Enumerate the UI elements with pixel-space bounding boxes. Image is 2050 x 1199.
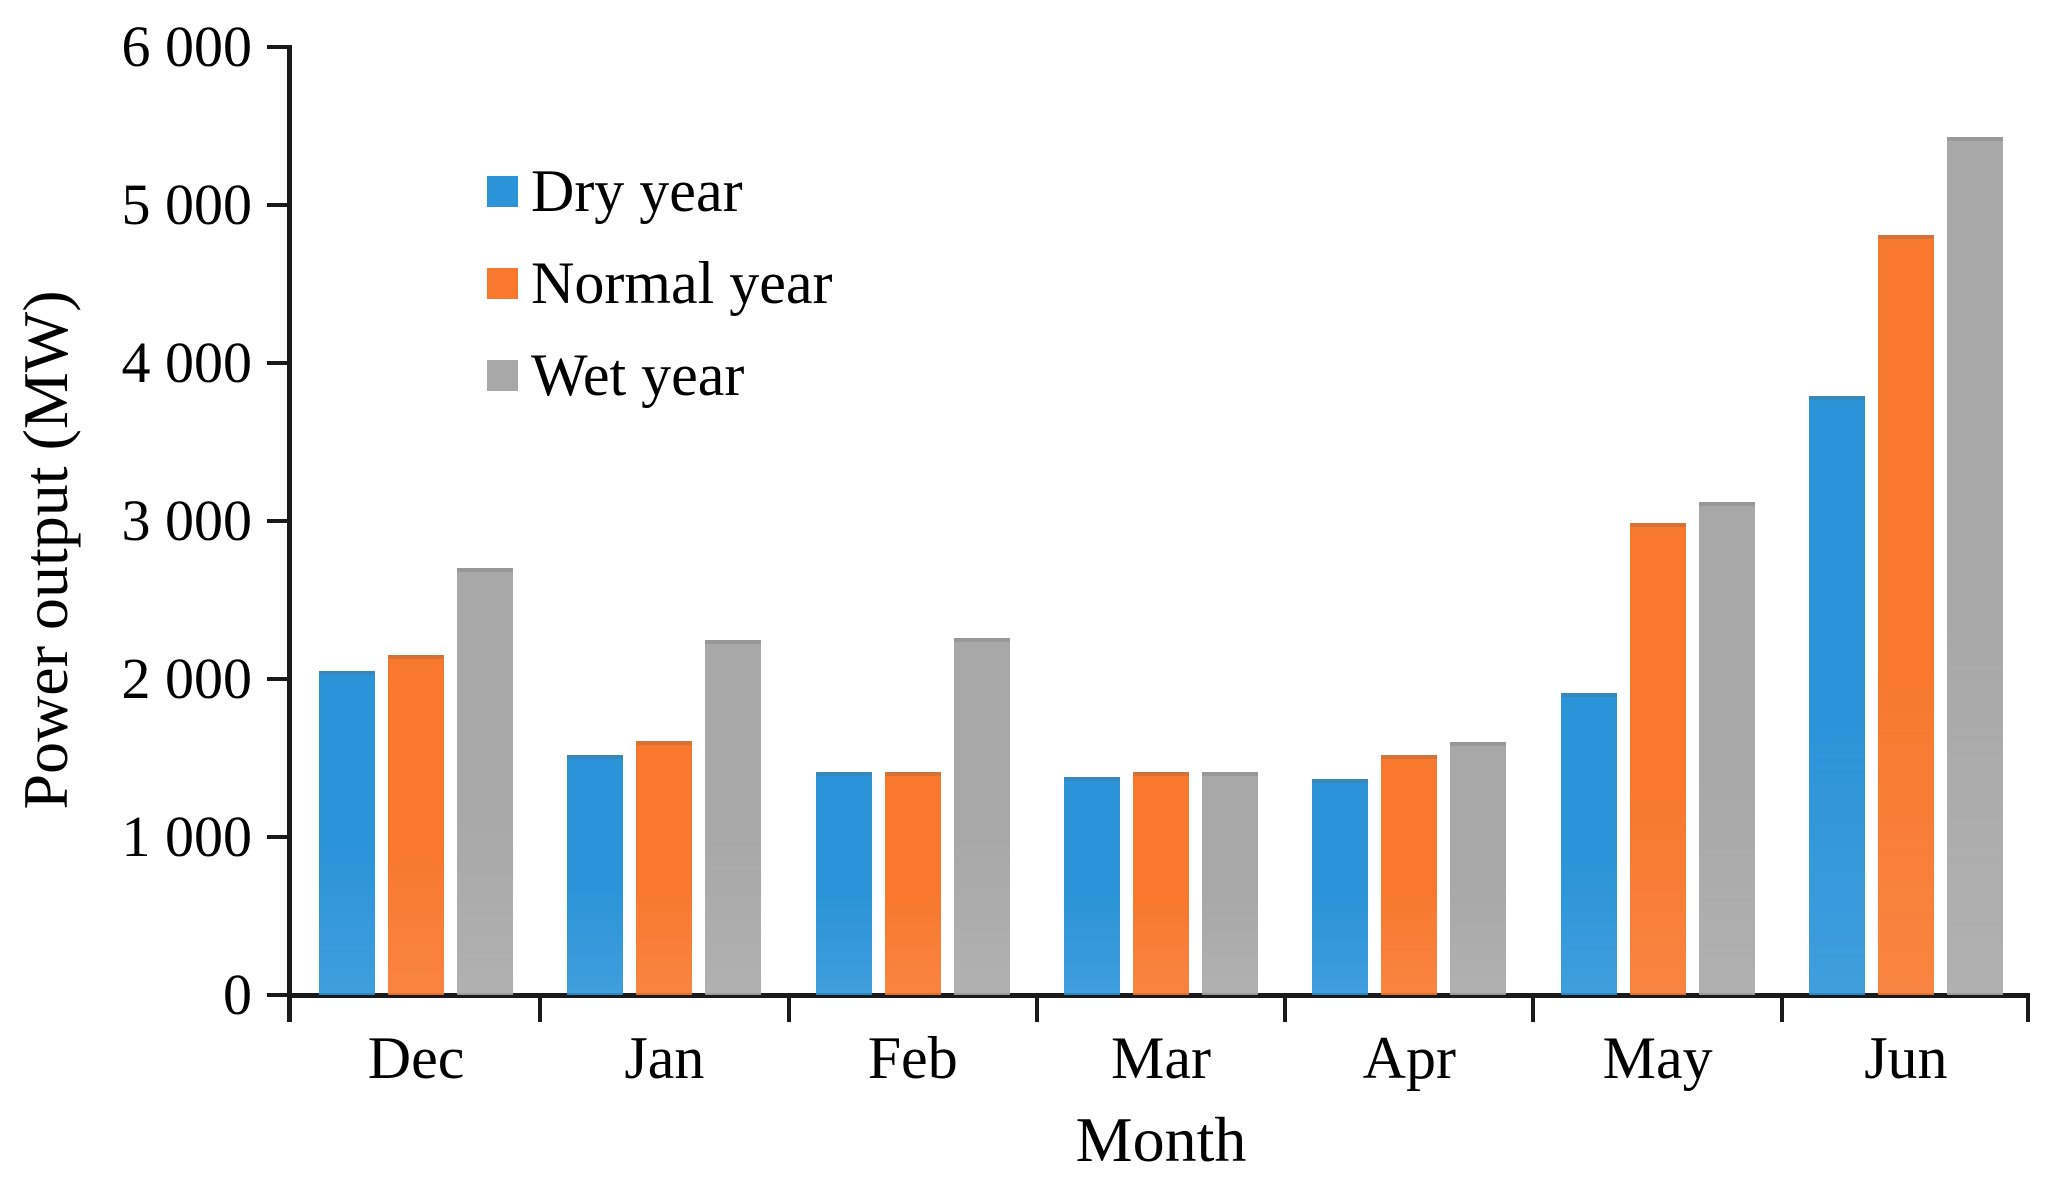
bar-wet-year-feb	[953, 637, 1010, 995]
y-axis-tick-2000	[267, 677, 287, 681]
bar-wet-year-jun	[1946, 137, 2003, 995]
bar-normal-year-dec	[388, 655, 445, 995]
x-axis-tick	[1283, 998, 1288, 1022]
y-axis-tick-3000	[267, 519, 287, 523]
bar-normal-year-mar	[1133, 772, 1189, 995]
bar-dry-year-jan	[567, 754, 624, 995]
legend-item-normal-year: Normal year	[487, 253, 833, 313]
y-tick-label-5000: 5 000	[121, 172, 253, 237]
bar-normal-year-jun	[1877, 235, 1934, 995]
bar-dry-year-feb	[815, 772, 872, 995]
month-label-may: May	[1602, 1025, 1713, 1091]
x-axis-tick	[538, 998, 543, 1022]
bar-dry-year-mar	[1064, 777, 1120, 995]
y-axis	[287, 45, 292, 1022]
legend-label-normal-year: Normal year	[531, 250, 833, 316]
x-axis-tick	[1034, 998, 1039, 1022]
bar-wet-year-apr	[1450, 742, 1507, 995]
y-axis-tick-5000	[267, 203, 287, 207]
month-label-feb: Feb	[867, 1025, 958, 1091]
y-tick-label-1000: 1 000	[121, 804, 253, 869]
y-tick-label-6000: 6 000	[121, 14, 253, 79]
legend: Dry year Normal year Wet year	[487, 161, 833, 405]
legend-swatch-normal-year	[487, 267, 518, 299]
legend-label-dry-year: Dry year	[531, 158, 743, 224]
y-axis-tick-0	[267, 993, 287, 997]
y-axis-tick-6000	[267, 45, 287, 49]
y-tick-label-0: 0	[223, 962, 252, 1027]
legend-swatch-wet-year	[487, 359, 518, 391]
bar-dry-year-jun	[1808, 396, 1865, 995]
bar-wet-year-dec	[457, 568, 514, 995]
x-axis	[287, 993, 2030, 998]
y-axis-tick-4000	[267, 361, 287, 365]
legend-item-wet-year: Wet year	[487, 345, 833, 405]
x-axis-tick	[1531, 998, 1536, 1022]
x-axis-end-tick	[2026, 995, 2030, 1022]
x-axis-tick	[1779, 998, 1784, 1022]
bar-normal-year-may	[1629, 522, 1686, 995]
x-axis-tick	[786, 998, 791, 1022]
legend-label-wet-year: Wet year	[531, 342, 745, 408]
legend-item-dry-year: Dry year	[487, 161, 833, 221]
bar-normal-year-apr	[1381, 754, 1438, 995]
bar-dry-year-dec	[319, 671, 376, 995]
month-label-jun: Jun	[1864, 1025, 1948, 1091]
y-tick-label-3000: 3 000	[121, 488, 253, 553]
bar-wet-year-jan	[705, 639, 762, 995]
y-tick-label-2000: 2 000	[121, 646, 253, 711]
bar-wet-year-may	[1698, 502, 1755, 995]
month-label-mar: Mar	[1111, 1025, 1211, 1091]
month-label-dec: Dec	[367, 1025, 465, 1091]
bar-normal-year-jan	[636, 740, 693, 995]
bar-dry-year-apr	[1312, 778, 1369, 995]
month-label-jan: Jan	[624, 1025, 705, 1091]
bar-normal-year-feb	[884, 772, 941, 995]
y-axis-tick-1000	[267, 835, 287, 839]
month-label-apr: Apr	[1362, 1025, 1456, 1091]
bar-wet-year-mar	[1202, 772, 1258, 995]
legend-swatch-dry-year	[487, 175, 518, 207]
x-axis-title: Month	[1075, 1104, 1247, 1175]
y-tick-label-4000: 4 000	[121, 330, 253, 395]
bar-dry-year-may	[1560, 693, 1617, 995]
